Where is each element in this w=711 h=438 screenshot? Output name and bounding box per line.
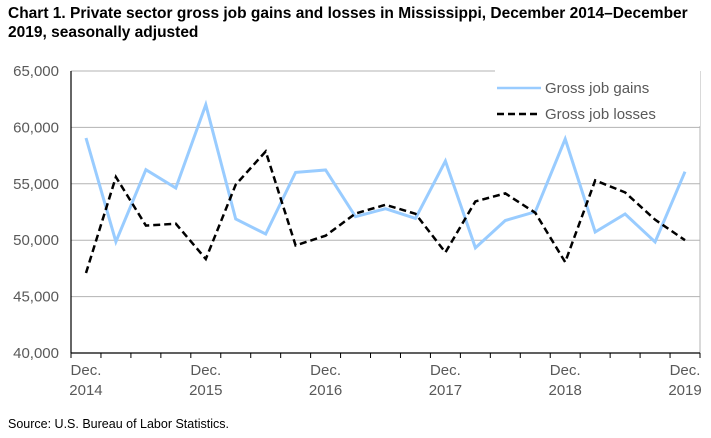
legend-label-losses: Gross job losses — [545, 106, 656, 123]
series-lines — [84, 99, 687, 274]
y-tick-label: 40,000 — [13, 345, 59, 362]
y-tick-label: 55,000 — [13, 176, 59, 193]
x-tick-label: 2019 — [668, 382, 701, 399]
x-axis-ticks: Dec. 2014 Dec. 2015 Dec. 2016 Dec. 2017 Dec. 2018… — [69, 353, 702, 399]
x-tick-label: Dec. — [190, 362, 221, 379]
x-tick-label: 2014 — [69, 382, 102, 399]
y-tick-label: 50,000 — [13, 232, 59, 249]
x-tick-label: Dec. — [550, 362, 581, 379]
x-tick-label: Dec. — [430, 362, 461, 379]
x-tick-label: 2016 — [309, 382, 342, 399]
legend-label-gains: Gross job gains — [545, 80, 649, 97]
axes — [70, 71, 700, 354]
x-tick-label: Dec. — [670, 362, 701, 379]
y-tick-label: 60,000 — [13, 119, 59, 136]
source-note: Source: U.S. Bureau of Labor Statistics. — [8, 417, 229, 431]
legend: Gross job gains Gross job losses — [495, 70, 700, 126]
legend-box — [495, 70, 700, 126]
x-tick-label: 2018 — [549, 382, 582, 399]
x-tick-label: Dec. — [310, 362, 341, 379]
x-tick-label: 2017 — [429, 382, 462, 399]
series-line-losses — [84, 148, 686, 274]
x-tick-label: Dec. — [71, 362, 102, 379]
y-tick-label: 65,000 — [13, 63, 59, 80]
series-line-gains — [84, 99, 687, 251]
y-tick-label: 45,000 — [13, 289, 59, 306]
y-axis-ticks: 40,000 45,000 50,000 55,000 60,000 65,000 — [13, 63, 59, 362]
x-tick-label: 2015 — [189, 382, 222, 399]
chart-title: Chart 1. Private sector gross job gains … — [8, 5, 688, 41]
